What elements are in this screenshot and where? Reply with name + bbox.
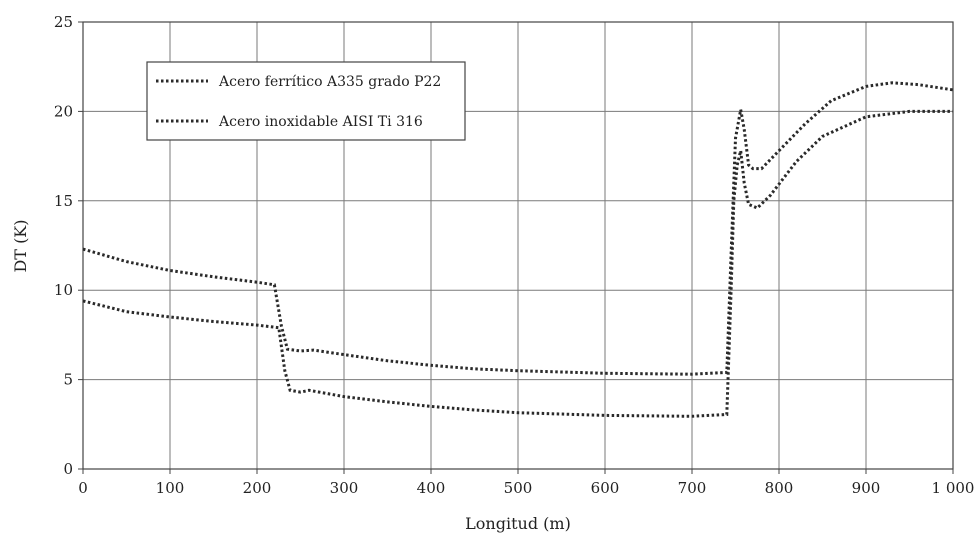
y-tick-label: 15 [54, 192, 73, 210]
y-tick-label: 0 [63, 460, 73, 478]
legend: Acero ferrítico A335 grado P22 Acero ino… [146, 61, 466, 141]
x-tick-label: 100 [156, 479, 185, 497]
x-tick-label: 700 [678, 479, 707, 497]
x-tick-label: 400 [417, 479, 446, 497]
x-tick-label: 900 [852, 479, 881, 497]
plot-frame [82, 21, 954, 470]
x-tick-label: 300 [330, 479, 359, 497]
y-axis-label: DT (K) [11, 219, 30, 272]
x-tick-label: 1 000 [932, 479, 975, 497]
legend-label-ferritico: Acero ferrítico A335 grado P22 [218, 74, 441, 90]
x-tick-label: 200 [243, 479, 272, 497]
legend-label-inoxidable: Acero inoxidable AISI Ti 316 [218, 114, 423, 130]
legend-box [146, 61, 466, 141]
series-line-ferritico [82, 81, 954, 376]
y-tick-label: 10 [54, 281, 73, 299]
x-tick-label: 500 [504, 479, 533, 497]
x-tick-label: 0 [78, 479, 88, 497]
x-tick-label: 800 [765, 479, 794, 497]
x-axis-label: Longitud (m) [465, 514, 571, 533]
y-tick-label: 25 [54, 13, 73, 31]
series-line-inoxidable [82, 109, 953, 418]
tick-labels: 0 100 200 300 400 500 600 700 800 900 1 000 0 5 10 15 2… [54, 13, 975, 497]
y-tick-label: 20 [54, 102, 73, 120]
series-layer [82, 81, 954, 418]
x-tick-label: 600 [591, 479, 620, 497]
y-tick-label: 5 [63, 371, 73, 389]
